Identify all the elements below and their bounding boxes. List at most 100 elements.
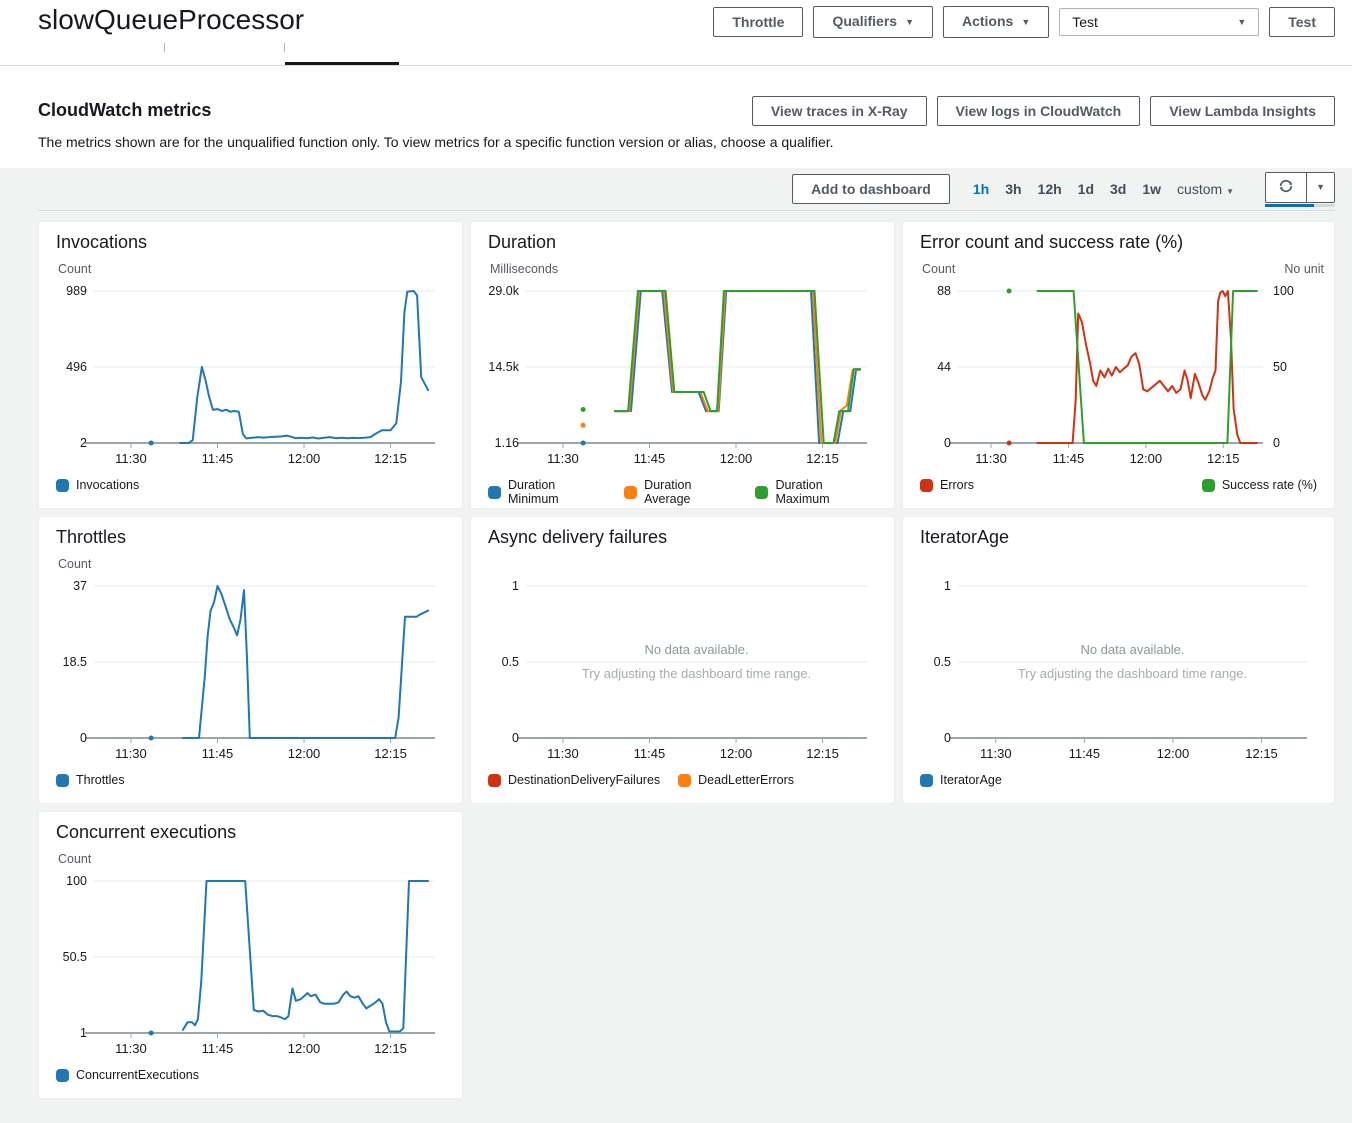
- svg-text:50.5: 50.5: [63, 950, 87, 964]
- test-event-select-value: Test: [1072, 14, 1098, 30]
- refresh-options-button[interactable]: ▼: [1306, 172, 1334, 202]
- time-range-1d[interactable]: 1d: [1077, 181, 1094, 197]
- section-buttons: View traces in X-Ray View logs in CloudW…: [751, 96, 1335, 126]
- metric-card-0: Invocations 989 496 2 Count 11:30 11:45 12:00 12…: [38, 221, 463, 509]
- chevron-down-icon: ▼: [1237, 17, 1247, 27]
- legend-item[interactable]: ConcurrentExecutions: [56, 1068, 199, 1082]
- cloudwatch-metrics-section-header: CloudWatch metrics The metrics shown are…: [0, 66, 1352, 168]
- svg-text:100: 100: [1273, 284, 1294, 298]
- metrics-grid: Invocations 989 496 2 Count 11:30 11:45 12:00 12…: [38, 221, 1335, 1111]
- view-traces-xray-button[interactable]: View traces in X-Ray: [751, 96, 927, 126]
- test-button[interactable]: Test: [1269, 7, 1335, 37]
- legend-label: ConcurrentExecutions: [76, 1068, 199, 1082]
- svg-text:2: 2: [80, 436, 87, 450]
- tab-separator: [284, 43, 285, 52]
- auto-refresh-progress: [1265, 203, 1335, 207]
- chart-canvas[interactable]: 37 18.5 0 Count 11:30 11:45 12:00 12:15: [39, 552, 462, 767]
- section-title: CloudWatch metrics: [38, 100, 212, 120]
- legend-label: Duration Maximum: [775, 478, 830, 506]
- view-lambda-insights-button[interactable]: View Lambda Insights: [1150, 96, 1335, 126]
- chart-canvas[interactable]: 1 0.5 0 11:30 11:45 12:00 12:15 No data availab…: [903, 552, 1334, 767]
- legend-swatch-icon: [920, 478, 933, 492]
- legend-swatch-icon: [56, 1068, 69, 1082]
- chart-legend: ConcurrentExecutions: [56, 1068, 445, 1082]
- svg-text:Count: Count: [58, 852, 92, 866]
- actions-button[interactable]: Actions ▼: [942, 6, 1050, 38]
- tab-1[interactable]: [38, 39, 164, 65]
- time-range-custom[interactable]: custom ▼: [1177, 181, 1234, 197]
- test-event-select[interactable]: Test ▼: [1059, 8, 1260, 36]
- throttle-button[interactable]: Throttle: [713, 7, 804, 37]
- svg-text:12:15: 12:15: [374, 746, 407, 761]
- svg-text:0.5: 0.5: [502, 655, 519, 669]
- time-range-selector: 1h 3h 12h 1d 3d 1w custom ▼: [973, 181, 1234, 197]
- legend-label: IteratorAge: [940, 773, 1002, 787]
- svg-text:11:30: 11:30: [975, 451, 1007, 466]
- time-range-1w[interactable]: 1w: [1142, 181, 1162, 197]
- legend-item[interactable]: Duration Minimum: [488, 478, 606, 506]
- legend-item[interactable]: Duration Maximum: [755, 478, 877, 506]
- chart-legend: Throttles: [56, 773, 445, 787]
- legend-item[interactable]: DeadLetterErrors: [678, 773, 794, 787]
- time-range-3h[interactable]: 3h: [1005, 181, 1022, 197]
- chart-canvas[interactable]: 88 44 0 100 50 0 Count No unit 11:30 11:45 12:00 12…: [903, 257, 1334, 472]
- svg-text:12:00: 12:00: [1157, 746, 1190, 761]
- metric-card-5: IteratorAge 1 0.5 0 11:30 11:45 12:00 12:15 No d…: [902, 516, 1335, 804]
- svg-text:29.0k: 29.0k: [488, 284, 519, 298]
- legend-item[interactable]: Invocations: [56, 478, 139, 492]
- legend-swatch-icon: [920, 773, 933, 787]
- chevron-down-icon: ▼: [1226, 187, 1235, 196]
- chart-canvas[interactable]: 1 0.5 0 11:30 11:45 12:00 12:15 No data availab…: [471, 552, 894, 767]
- svg-text:11:45: 11:45: [202, 1041, 234, 1056]
- legend-item[interactable]: Success rate (%): [1201, 478, 1317, 492]
- chart-canvas[interactable]: 989 496 2 Count 11:30 11:45 12:00 12:15: [39, 257, 462, 472]
- metric-card-3: Throttles 37 18.5 0 Count 11:30 11:45 12:00 12:1…: [38, 516, 463, 804]
- svg-text:11:30: 11:30: [115, 1041, 147, 1056]
- chart-canvas[interactable]: 29.0k 14.5k 1.16 Milliseconds 11:30 11:45 12:0…: [471, 257, 894, 472]
- svg-text:Milliseconds: Milliseconds: [490, 262, 558, 276]
- svg-text:12:15: 12:15: [806, 451, 839, 466]
- qualifiers-button[interactable]: Qualifiers ▼: [813, 6, 933, 38]
- svg-text:Count: Count: [922, 262, 956, 276]
- time-range-1h[interactable]: 1h: [972, 181, 990, 197]
- svg-text:18.5: 18.5: [63, 655, 87, 669]
- legend-item[interactable]: Throttles: [56, 773, 125, 787]
- time-range-12h[interactable]: 12h: [1037, 181, 1062, 197]
- svg-text:11:45: 11:45: [634, 451, 666, 466]
- svg-text:12:00: 12:00: [720, 451, 753, 466]
- svg-text:11:30: 11:30: [115, 451, 147, 466]
- svg-text:12:00: 12:00: [288, 451, 321, 466]
- svg-text:Count: Count: [58, 557, 92, 571]
- chevron-down-icon: ▼: [1021, 17, 1031, 27]
- legend-swatch-icon: [488, 485, 501, 499]
- svg-text:0: 0: [944, 436, 951, 450]
- legend-label: DeadLetterErrors: [698, 773, 795, 787]
- chart-title: Invocations: [56, 232, 148, 252]
- legend-swatch-icon: [755, 485, 769, 499]
- legend-label: Invocations: [76, 478, 140, 492]
- chart-canvas[interactable]: 100 50.5 1 Count 11:30 11:45 12:00 12:15: [39, 847, 462, 1062]
- view-logs-cloudwatch-button[interactable]: View logs in CloudWatch: [936, 96, 1141, 126]
- metric-card-6: Concurrent executions 100 50.5 1 Count 11:30 1…: [38, 811, 463, 1099]
- svg-text:44: 44: [937, 360, 951, 374]
- svg-text:12:15: 12:15: [1207, 451, 1240, 466]
- svg-text:0: 0: [80, 731, 87, 745]
- svg-text:11:45: 11:45: [1053, 451, 1085, 466]
- time-range-3d[interactable]: 3d: [1110, 181, 1127, 197]
- active-tab-indicator: [285, 62, 399, 65]
- chart-legend: Errors Success rate (%): [920, 478, 1317, 492]
- svg-text:12:00: 12:00: [720, 746, 753, 761]
- svg-text:11:30: 11:30: [547, 746, 579, 761]
- svg-text:Try adjusting the dashboard ti: Try adjusting the dashboard time range.: [1018, 666, 1247, 681]
- svg-text:1: 1: [944, 579, 951, 593]
- refresh-button[interactable]: [1266, 172, 1307, 202]
- legend-swatch-icon: [678, 773, 692, 787]
- legend-item[interactable]: Errors: [920, 478, 974, 492]
- tab-separator: [164, 43, 165, 52]
- add-to-dashboard-button[interactable]: Add to dashboard: [792, 174, 950, 204]
- legend-item[interactable]: Duration Average: [624, 478, 737, 506]
- legend-item[interactable]: IteratorAge: [920, 773, 1002, 787]
- chart-title: Throttles: [56, 527, 127, 547]
- legend-item[interactable]: DestinationDeliveryFailures: [488, 773, 660, 787]
- tab-2[interactable]: [164, 39, 284, 65]
